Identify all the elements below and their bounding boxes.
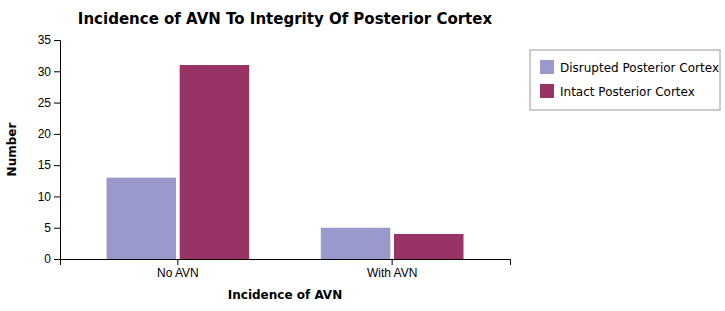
legend-swatch (540, 84, 554, 98)
y-tick-mark (54, 103, 60, 104)
x-axis-title: Incidence of AVN (228, 288, 342, 302)
plot-area: No AVN With AVN 0 5 10 15 20 25 30 35 (38, 33, 511, 279)
x-tick: No AVN (157, 259, 199, 280)
x-tick-mark (177, 259, 178, 265)
bar (180, 65, 250, 259)
x-axis: No AVN With AVN (61, 259, 511, 280)
y-tick-mark (54, 40, 60, 41)
y-tick-label: 20 (38, 127, 52, 141)
legend-item: Intact Posterior Cortex (540, 84, 695, 99)
x-tick-label: With AVN (367, 266, 417, 280)
y-tick: 25 (38, 96, 60, 110)
y-tick-mark (54, 134, 60, 135)
y-tick-mark (54, 165, 60, 166)
x-axis-line (61, 260, 511, 266)
y-tick-label: 25 (38, 96, 52, 110)
legend-swatch (540, 60, 554, 74)
y-tick: 5 (44, 221, 60, 235)
y-tick: 35 (38, 33, 60, 47)
legend-label: Disrupted Posterior Cortex (560, 61, 719, 75)
y-tick-mark (54, 71, 60, 72)
legend-item: Disrupted Posterior Cortex (540, 60, 719, 75)
y-tick-label: 10 (38, 190, 52, 204)
x-tick: With AVN (367, 259, 417, 280)
y-axis-line (54, 41, 61, 260)
chart-svg: No AVN With AVN 0 5 10 15 20 25 30 35 Incidence of… (0, 0, 725, 311)
y-tick-mark (54, 228, 60, 229)
bar (321, 228, 391, 259)
y-axis: 0 5 10 15 20 25 30 35 (38, 33, 61, 266)
y-tick-label: 5 (44, 221, 51, 235)
x-tick-label: No AVN (157, 266, 199, 280)
y-tick-mark (54, 259, 60, 260)
y-tick-label: 30 (38, 65, 52, 79)
y-tick-label: 0 (44, 252, 51, 266)
y-tick: 0 (44, 252, 60, 266)
y-tick: 30 (38, 65, 60, 79)
y-tick-label: 35 (38, 33, 52, 47)
bar (394, 234, 464, 259)
y-tick-label: 15 (38, 158, 52, 172)
bars (107, 65, 464, 259)
y-tick: 15 (38, 158, 60, 172)
x-tick-mark (392, 259, 393, 265)
y-tick: 10 (38, 190, 60, 204)
y-axis-title: Number (5, 123, 19, 177)
legend-label: Intact Posterior Cortex (560, 85, 695, 99)
legend: Disrupted Posterior Cortex Intact Posteri… (530, 50, 720, 110)
series-bars (180, 65, 464, 259)
y-tick: 20 (38, 127, 60, 141)
chart-title: Incidence of AVN To Integrity Of Posteri… (78, 10, 493, 28)
legend-frame (530, 50, 720, 110)
y-tick-mark (54, 196, 60, 197)
bar (107, 178, 177, 259)
